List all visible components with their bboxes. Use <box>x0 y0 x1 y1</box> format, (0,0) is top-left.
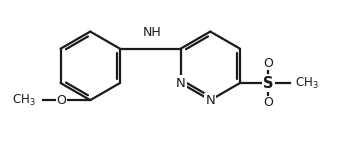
Text: S: S <box>263 76 274 90</box>
Text: N: N <box>206 94 215 107</box>
Text: O: O <box>56 94 66 107</box>
Text: O: O <box>263 96 273 109</box>
Text: NH: NH <box>143 26 161 39</box>
Text: O: O <box>263 57 273 70</box>
Text: CH$_3$: CH$_3$ <box>12 93 36 108</box>
Text: CH$_3$: CH$_3$ <box>295 75 319 91</box>
Text: N: N <box>176 77 186 89</box>
